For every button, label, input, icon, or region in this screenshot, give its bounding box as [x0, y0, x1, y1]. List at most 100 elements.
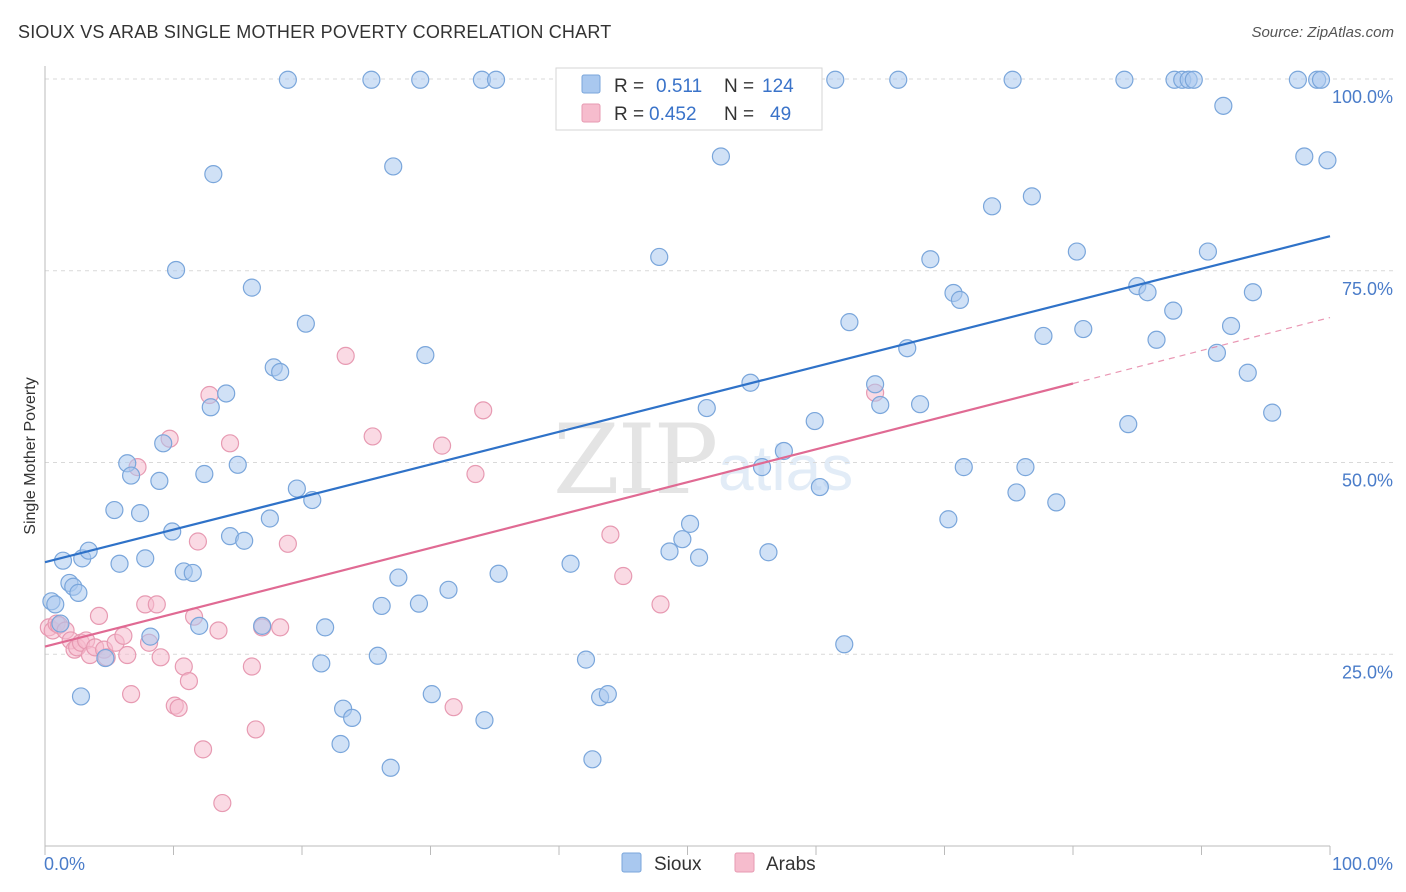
y-axis-title: Single Mother Poverty [22, 377, 39, 534]
sioux-point-99 [1016, 458, 1035, 477]
sioux-point-49 [381, 758, 400, 777]
sioux-point-97 [1003, 70, 1022, 89]
sioux-point-36 [271, 362, 290, 382]
sioux-point-101 [1034, 326, 1053, 346]
arabs-point-43 [432, 436, 452, 455]
y-tick-label-1: 50.0% [1342, 471, 1393, 491]
sioux-point-115 [1198, 242, 1218, 261]
sioux-point-56 [439, 580, 458, 599]
arabs-point-35 [220, 434, 240, 453]
legend-sioux-r-label: R = [614, 76, 644, 97]
sioux-point-31 [235, 531, 254, 550]
sioux-point-106 [1119, 415, 1138, 434]
arabs-trend-line-extension [1072, 316, 1331, 385]
sioux-point-21 [166, 260, 186, 280]
sioux-point-87 [871, 395, 890, 415]
legend-sioux-n-value: 124 [762, 76, 794, 97]
arabs-point-44 [444, 698, 463, 717]
sioux-point-82 [810, 477, 829, 497]
sioux-point-27 [204, 165, 223, 184]
sioux-point-63 [583, 750, 602, 769]
arabs-point-16 [114, 626, 133, 645]
arabs-point-48 [614, 566, 633, 586]
bottom-legend-arabs: Arabs [766, 854, 816, 875]
sioux-point-51 [389, 568, 408, 587]
arabs-point-41 [336, 346, 355, 365]
arabs-point-18 [121, 685, 141, 704]
sioux-point-119 [1238, 363, 1257, 382]
sioux-point-84 [835, 635, 854, 654]
sioux-point-46 [362, 70, 381, 89]
legend-arabs-n-label: N = [724, 104, 754, 125]
sioux-point-109 [1147, 330, 1166, 349]
sioux-point-23 [183, 563, 202, 583]
sioux-point-7 [71, 687, 91, 706]
sioux-point-94 [950, 290, 970, 309]
arabs-point-31 [193, 740, 213, 759]
sioux-point-65 [598, 685, 617, 704]
sioux-point-62 [576, 650, 596, 669]
y-tick-labels: 25.0% 50.0% 75.0% 100.0% [1332, 87, 1393, 682]
arabs-point-34 [213, 793, 232, 813]
sioux-point-73 [697, 398, 716, 418]
sioux-point-68 [650, 247, 669, 267]
arabs-point-49 [651, 595, 670, 614]
sioux-point-54 [416, 346, 435, 365]
x-tick-label-min: 0.0% [44, 854, 85, 874]
sioux-point-104 [1074, 319, 1093, 339]
sioux-point-102 [1047, 493, 1066, 512]
sioux-point-41 [312, 654, 331, 673]
sioux-point-52 [409, 594, 429, 613]
sioux-point-126 [1318, 151, 1337, 170]
arabs-point-46 [474, 401, 493, 420]
sioux-point-90 [910, 395, 930, 414]
sioux-point-88 [889, 70, 908, 89]
sioux-point-71 [680, 514, 700, 533]
sioux-point-123 [1295, 147, 1314, 166]
arabs-trend-line [44, 382, 1074, 648]
arabs-point-36 [242, 657, 261, 676]
sioux-point-121 [1263, 403, 1282, 422]
sioux-point-26 [201, 398, 220, 417]
sioux-point-33 [253, 616, 272, 635]
sioux-point-74 [711, 147, 731, 166]
sioux-point-120 [1243, 283, 1263, 302]
sioux-point-25 [195, 464, 214, 484]
arabs-point-30 [188, 532, 208, 551]
x-tick-label-max: 100.0% [1332, 854, 1393, 874]
sioux-point-12 [110, 554, 129, 573]
sioux-point-48 [372, 596, 391, 616]
y-tick-label-3: 100.0% [1332, 87, 1393, 107]
arabs-point-42 [363, 427, 382, 446]
arabs-point-37 [246, 720, 265, 739]
sioux-point-11 [105, 500, 124, 520]
arabs-point-23 [151, 648, 170, 667]
sioux-point-55 [422, 685, 441, 704]
legend-arabs-r-label: R = [614, 104, 644, 125]
y-tick-label-0: 25.0% [1342, 662, 1393, 682]
chart-title: SIOUX VS ARAB SINGLE MOTHER POVERTY CORR… [18, 22, 612, 42]
y-tick-label-2: 75.0% [1342, 279, 1393, 299]
sioux-point-92 [939, 510, 958, 529]
sioux-point-95 [954, 458, 973, 477]
sioux-point-50 [384, 157, 403, 176]
bottom-legend-swatch-sioux [621, 852, 642, 873]
sioux-point-98 [1007, 483, 1026, 502]
sioux-point-85 [840, 313, 859, 332]
sioux-points [42, 70, 1337, 777]
sioux-point-118 [1221, 316, 1241, 336]
sioux-point-78 [759, 543, 778, 562]
sioux-point-103 [1067, 242, 1086, 261]
axes [44, 66, 1331, 855]
legend-swatch-arabs [581, 103, 601, 123]
arabs-point-26 [169, 698, 188, 718]
legend-sioux-n-label: N = [724, 76, 754, 97]
sioux-point-59 [486, 70, 506, 89]
sioux-point-16 [136, 549, 155, 568]
arabs-point-22 [147, 595, 166, 614]
sioux-point-34 [260, 509, 279, 528]
sioux-point-58 [475, 711, 494, 730]
sioux-point-38 [287, 479, 306, 498]
sioux-point-110 [1164, 301, 1183, 320]
